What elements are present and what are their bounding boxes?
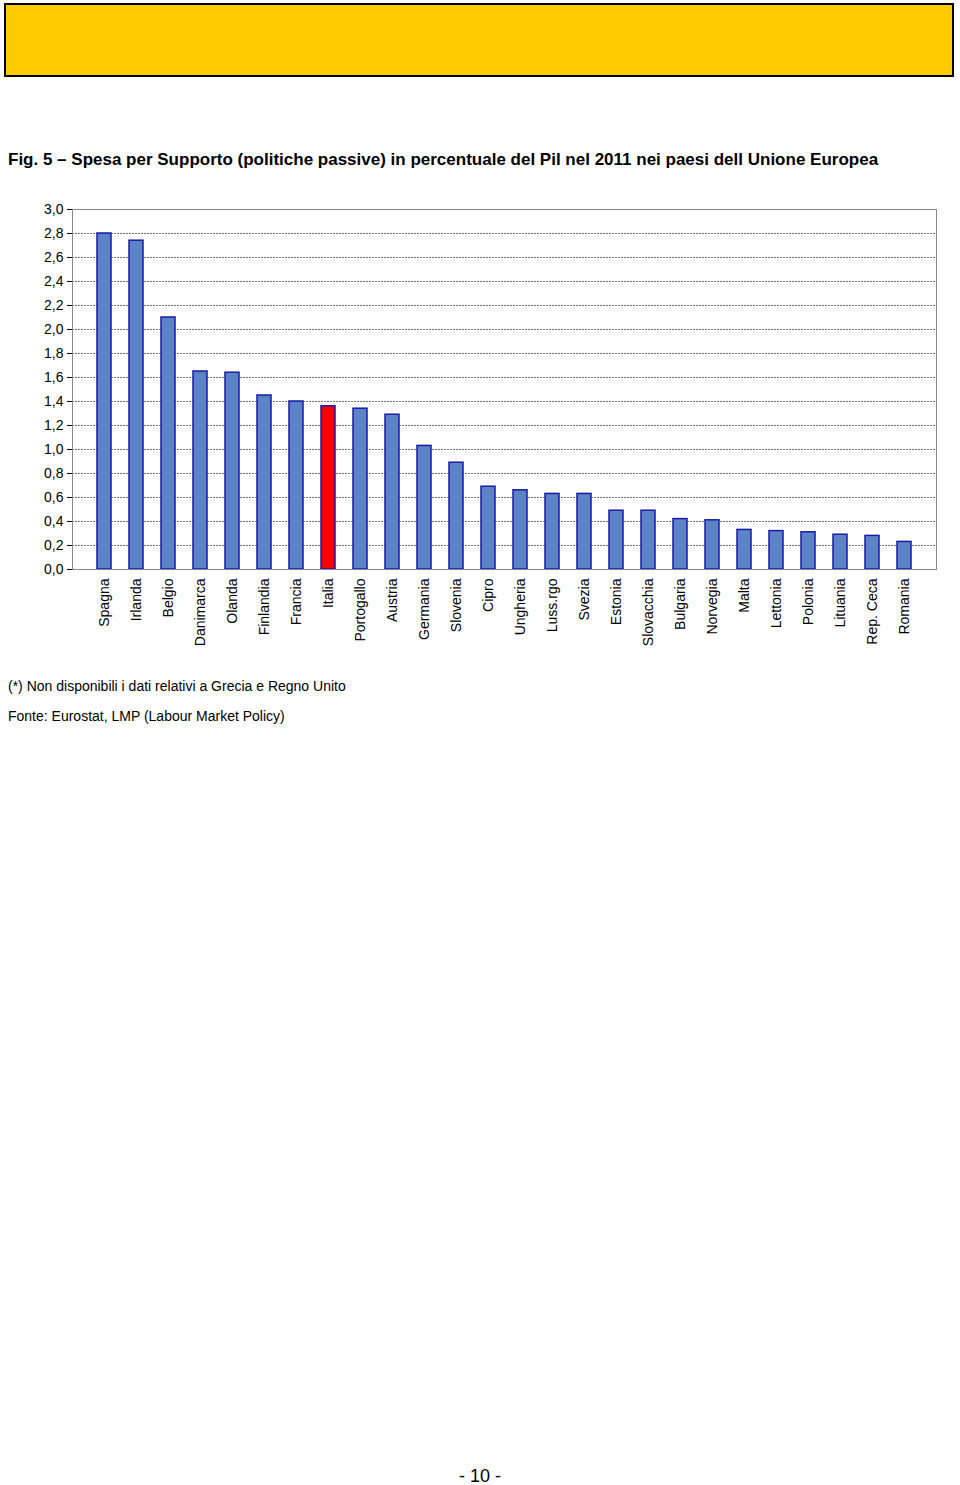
- svg-text:3,0: 3,0: [44, 201, 64, 217]
- svg-text:Portogallo: Portogallo: [352, 578, 368, 641]
- svg-text:0,6: 0,6: [44, 489, 64, 505]
- svg-text:Irlanda: Irlanda: [128, 578, 144, 621]
- svg-text:Italia: Italia: [320, 578, 336, 608]
- svg-text:1,6: 1,6: [44, 369, 64, 385]
- svg-text:Svezia: Svezia: [576, 578, 592, 620]
- svg-text:0,0: 0,0: [44, 561, 64, 577]
- html-text:Fonte: Eurostat, LMP (Labour M: Fonte: Eurostat, LMP (Labour Market Poli…: [8, 708, 285, 724]
- svg-text:1,2: 1,2: [44, 417, 64, 433]
- svg-text:Finlandia: Finlandia: [256, 578, 272, 635]
- svg-text:0,2: 0,2: [44, 537, 64, 553]
- svg-text:Norvegia: Norvegia: [704, 578, 720, 634]
- svg-text:1,0: 1,0: [44, 441, 64, 457]
- svg-text:Danimarca: Danimarca: [192, 578, 208, 646]
- svg-text:Germania: Germania: [416, 578, 432, 640]
- html-text:- 10 -: - 10 -: [459, 1466, 501, 1485]
- svg-text:Olanda: Olanda: [224, 578, 240, 623]
- svg-text:Bulgaria: Bulgaria: [672, 578, 688, 630]
- svg-text:2,2: 2,2: [44, 297, 64, 313]
- svg-text:2,8: 2,8: [44, 225, 64, 241]
- svg-text:2,4: 2,4: [44, 273, 64, 289]
- svg-text:Francia: Francia: [288, 578, 304, 625]
- svg-text:1,8: 1,8: [44, 345, 64, 361]
- svg-text:Cipro: Cipro: [480, 578, 496, 612]
- svg-text:Romania: Romania: [896, 578, 912, 634]
- svg-text:Spagna: Spagna: [96, 578, 112, 626]
- svg-text:Luss.rgo: Luss.rgo: [544, 578, 560, 632]
- svg-text:1,4: 1,4: [44, 393, 64, 409]
- html-text:Fig. 5 – Spesa per Supporto (p: Fig. 5 – Spesa per Supporto (politiche p…: [8, 150, 879, 169]
- svg-text:Belgio: Belgio: [160, 578, 176, 617]
- svg-text:Ungheria: Ungheria: [512, 578, 528, 635]
- svg-text:2,6: 2,6: [44, 249, 64, 265]
- svg-text:Estonia: Estonia: [608, 578, 624, 625]
- svg-text:Austria: Austria: [384, 578, 400, 622]
- svg-text:Slovenia: Slovenia: [448, 578, 464, 632]
- svg-text:Polonia: Polonia: [800, 578, 816, 625]
- svg-text:0,8: 0,8: [44, 465, 64, 481]
- svg-text:Lituania: Lituania: [832, 578, 848, 627]
- svg-text:Lettonia: Lettonia: [768, 578, 784, 628]
- html-text:(*) Non disponibili i dati rel: (*) Non disponibili i dati relativi a Gr…: [8, 678, 346, 694]
- svg-text:2,0: 2,0: [44, 321, 64, 337]
- svg-text:Rep. Ceca: Rep. Ceca: [864, 578, 880, 644]
- svg-text:0,4: 0,4: [44, 513, 64, 529]
- svg-text:Slovacchia: Slovacchia: [640, 578, 656, 646]
- svg-text:Malta: Malta: [736, 578, 752, 612]
